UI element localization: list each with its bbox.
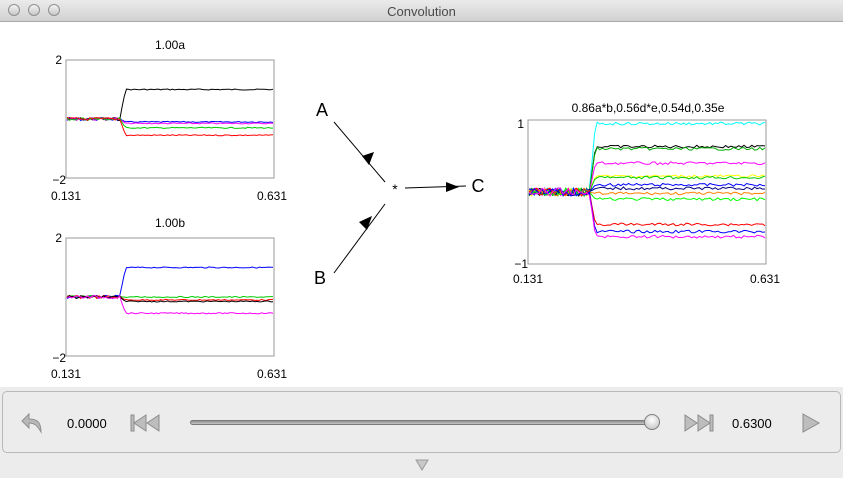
convolution-diagram: 1.00a 2 −2 0.131 0.631 1.00b 2 −2 0.131 … bbox=[51, 38, 780, 381]
time-slider-knob[interactable] bbox=[644, 414, 660, 430]
skip-forward-icon[interactable] bbox=[684, 414, 714, 432]
operator-diagram: A B * C bbox=[314, 100, 485, 288]
skip-back-icon[interactable] bbox=[130, 414, 160, 432]
time-slider-track[interactable] bbox=[190, 420, 660, 425]
window-title: Convolution bbox=[387, 4, 456, 19]
arrow-c-head bbox=[446, 182, 459, 192]
plot-c-ymin-label: −1 bbox=[514, 257, 528, 271]
plot-a-title: 1.00a bbox=[155, 38, 185, 52]
series-line-3-13 bbox=[528, 187, 766, 239]
title-bar: Convolution bbox=[0, 0, 843, 22]
series-line-1-5 bbox=[66, 116, 274, 137]
series-line-3-9 bbox=[528, 187, 766, 197]
arrow-b-head bbox=[359, 216, 372, 230]
playback-controls: 0.0000 0.6300 bbox=[0, 389, 843, 478]
series-line-1-4 bbox=[66, 117, 273, 129]
series-line-3-6 bbox=[528, 175, 766, 198]
plot-b-ymax-label: 2 bbox=[55, 231, 62, 245]
plot-b-xmax-label: 0.631 bbox=[257, 367, 287, 381]
series-line-2-5 bbox=[66, 294, 274, 315]
plot-b-xmin-label: 0.131 bbox=[51, 367, 81, 381]
plot-b-lines bbox=[66, 266, 274, 315]
plot-b-ymin-label: −2 bbox=[52, 351, 66, 365]
arrow-b-line bbox=[333, 203, 386, 274]
plot-c-xmax-label: 0.631 bbox=[750, 272, 780, 286]
series-line-3-12 bbox=[528, 186, 766, 234]
time-end-value: 0.6300 bbox=[732, 416, 772, 431]
convolution-canvas: 1.00a 2 −2 0.131 0.631 1.00b 2 −2 0.131 … bbox=[0, 22, 843, 387]
zoom-window-button[interactable] bbox=[48, 4, 60, 16]
minimize-window-button[interactable] bbox=[28, 4, 40, 16]
series-line-2-3 bbox=[66, 294, 274, 302]
plot-a: 1.00a 2 −2 0.131 0.631 bbox=[51, 38, 287, 203]
arrow-a-line bbox=[333, 121, 386, 183]
plot-c: 0.86a*b,0.56d*e,0.54d,0.35e 1 −1 0.131 0… bbox=[513, 101, 780, 286]
output-c-label: C bbox=[472, 176, 485, 196]
plot-a-xmin-label: 0.131 bbox=[51, 189, 81, 203]
plot-c-xmin-label: 0.131 bbox=[513, 272, 543, 286]
plot-c-title: 0.86a*b,0.56d*e,0.54d,0.35e bbox=[572, 101, 725, 115]
undo-arrow-icon[interactable] bbox=[19, 408, 47, 436]
input-b-label: B bbox=[314, 268, 326, 288]
plot-a-ymax-label: 2 bbox=[55, 53, 62, 67]
series-line-3-10 bbox=[528, 187, 766, 202]
plot-a-lines bbox=[66, 88, 274, 137]
input-a-label: A bbox=[316, 100, 328, 120]
plot-b: 1.00b 2 −2 0.131 0.631 bbox=[51, 216, 287, 381]
close-window-button[interactable] bbox=[8, 4, 20, 16]
plot-b-title: 1.00b bbox=[155, 216, 185, 230]
operator-symbol: * bbox=[392, 181, 398, 197]
arrow-a-head bbox=[362, 152, 374, 165]
triangle-down-icon[interactable] bbox=[415, 459, 429, 471]
plot-c-lines bbox=[528, 121, 766, 239]
plot-a-xmax-label: 0.631 bbox=[257, 189, 287, 203]
plot-a-frame bbox=[65, 59, 275, 179]
plot-a-ymin-label: −2 bbox=[52, 173, 66, 187]
play-icon[interactable] bbox=[801, 413, 821, 433]
time-start-value: 0.0000 bbox=[67, 416, 107, 431]
plot-c-ymax-label: 1 bbox=[517, 117, 524, 131]
controls-panel: 0.0000 0.6300 bbox=[2, 391, 841, 453]
